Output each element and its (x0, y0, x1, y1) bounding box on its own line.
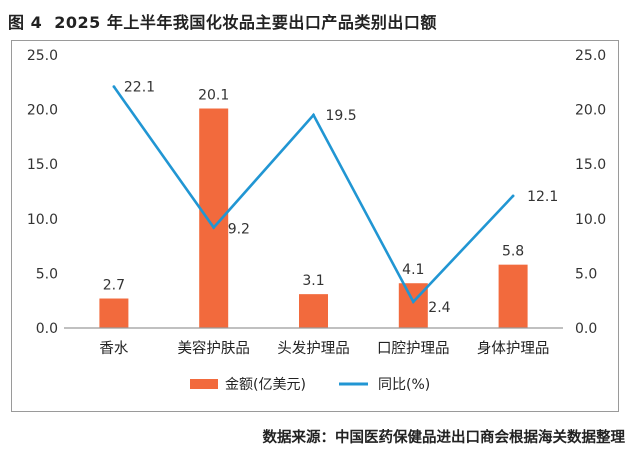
bar-value-label: 3.1 (302, 273, 324, 289)
y-right-tick-label: 20.0 (575, 103, 606, 119)
y-left-tick-label: 20.0 (27, 103, 58, 119)
y-left-tick-label: 25.0 (27, 48, 58, 64)
y-right-tick-label: 10.0 (575, 212, 606, 228)
y-left-tick-label: 15.0 (27, 157, 58, 173)
line-point (212, 226, 216, 229)
line-value-label: 22.1 (124, 80, 155, 96)
chart-frame (11, 40, 619, 412)
y-left-tick-label: 0.0 (36, 321, 58, 337)
line-point (112, 85, 116, 89)
line-value-label: 19.5 (326, 108, 357, 124)
x-category-label: 头发护理品 (277, 340, 350, 357)
x-category-label: 美容护肤品 (177, 340, 250, 357)
y-right-tick-label: 0.0 (575, 321, 597, 337)
x-category-label: 身体护理品 (477, 340, 550, 357)
line-value-label: 2.4 (428, 300, 450, 316)
bar-value-label: 20.1 (198, 88, 229, 104)
series-line (112, 85, 515, 304)
y-right-tick-label: 5.0 (575, 266, 597, 282)
x-category-label: 香水 (99, 340, 128, 357)
data-source-note: 数据来源：中国医药保健品进出口商会根据海关数据整理 (262, 430, 626, 446)
bar-value-label: 5.8 (502, 244, 524, 260)
bar (99, 298, 129, 328)
legend-line-label: 同比(%) (378, 377, 430, 393)
figure-number: 图 4 (8, 13, 43, 32)
x-category-label: 口腔护理品 (377, 340, 450, 357)
bar-value-label: 4.1 (402, 262, 424, 278)
line-value-label: 9.2 (228, 222, 250, 238)
figure-title-text: 2025 年上半年我国化妆品主要出口产品类别出口额 (54, 13, 437, 32)
y-left-tick-label: 5.0 (36, 266, 58, 282)
line-point (511, 194, 515, 198)
legend-bar-swatch (190, 379, 218, 389)
bar-value-label: 2.7 (103, 278, 125, 294)
y-right-tick-label: 25.0 (575, 48, 606, 64)
line-value-label: 12.1 (527, 189, 558, 205)
legend-bar-label: 金额(亿美元) (225, 377, 306, 393)
line-point (411, 300, 415, 304)
figure-title: 图 4 2025 年上半年我国化妆品主要出口产品类别出口额 (8, 9, 437, 33)
y-left-tick-label: 10.0 (27, 212, 58, 228)
line-point (312, 113, 315, 117)
bar (299, 294, 328, 328)
bar (498, 264, 528, 328)
y-right-tick-label: 15.0 (575, 157, 606, 173)
bar (199, 108, 229, 329)
